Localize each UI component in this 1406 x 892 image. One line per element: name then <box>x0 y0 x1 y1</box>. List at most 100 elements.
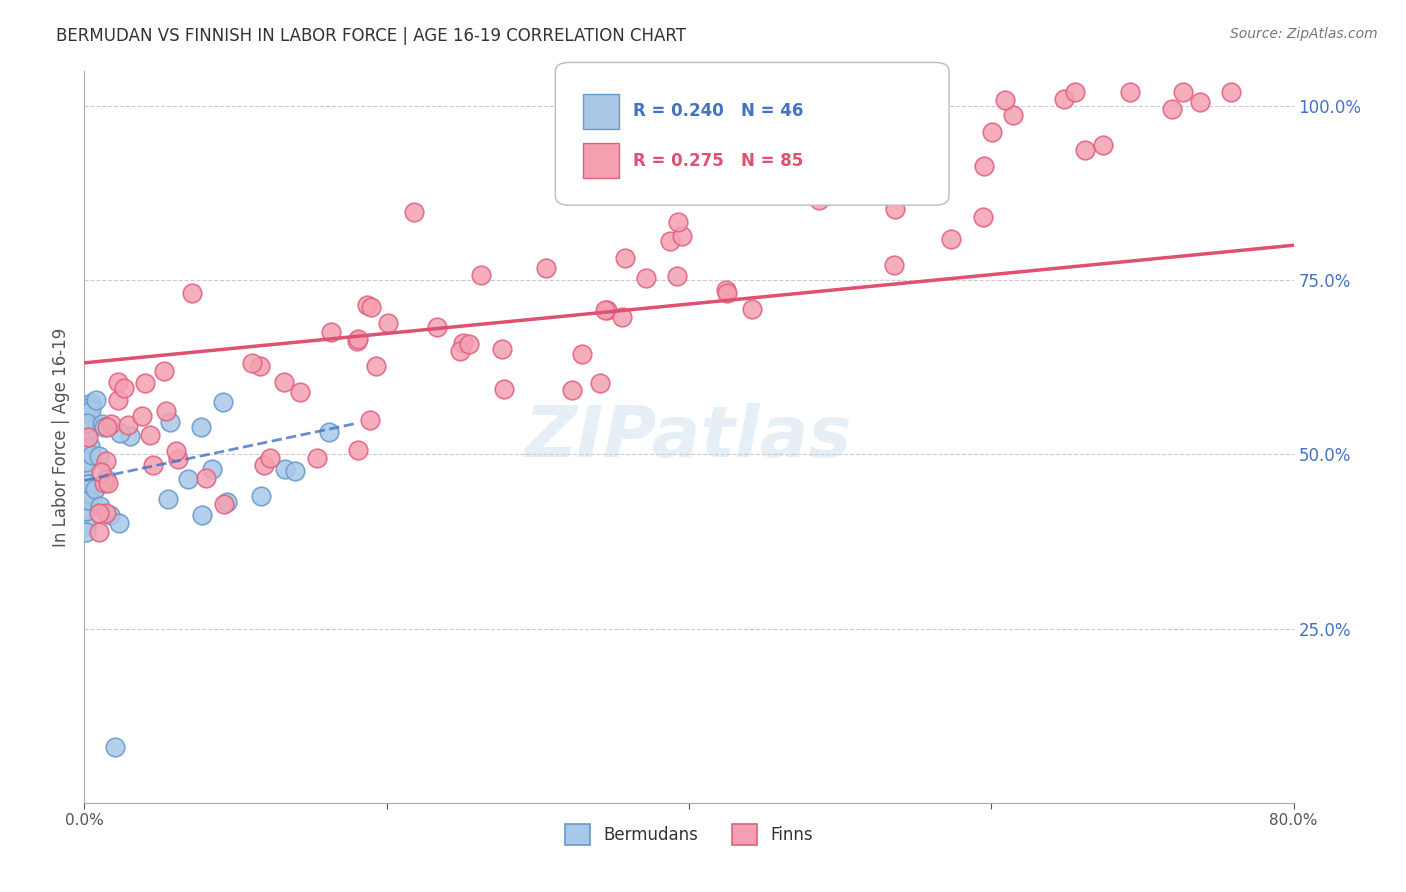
Finns <box>494 382 516 396</box>
Finns <box>1188 95 1211 109</box>
Bermudans <box>190 420 212 434</box>
Bermudans <box>274 461 297 475</box>
Bermudans <box>76 493 98 508</box>
Legend: Bermudans, Finns: Bermudans, Finns <box>557 816 821 853</box>
Bermudans <box>217 495 239 509</box>
Finns <box>883 258 905 272</box>
Finns <box>377 316 399 330</box>
Finns <box>89 506 111 520</box>
Finns <box>981 125 1004 139</box>
Bermudans <box>93 420 115 434</box>
Finns <box>659 235 682 249</box>
Finns <box>273 375 295 389</box>
Finns <box>134 376 156 390</box>
Bermudans <box>76 485 98 500</box>
Text: ZIPatlas: ZIPatlas <box>526 402 852 472</box>
Finns <box>808 194 831 208</box>
Finns <box>458 337 481 351</box>
Finns <box>1092 138 1115 153</box>
Bermudans <box>87 449 110 463</box>
Finns <box>100 417 122 431</box>
Bermudans <box>75 458 97 473</box>
Finns <box>249 359 271 373</box>
Bermudans <box>157 492 180 507</box>
Finns <box>259 450 281 465</box>
Finns <box>596 303 619 318</box>
Finns <box>94 506 117 520</box>
Finns <box>994 93 1017 107</box>
Finns <box>534 260 557 275</box>
Bermudans <box>84 482 107 496</box>
Finns <box>614 251 637 265</box>
Finns <box>165 443 187 458</box>
Finns <box>117 418 139 433</box>
Finns <box>346 334 368 348</box>
Finns <box>131 409 153 423</box>
Bermudans <box>73 406 96 420</box>
Finns <box>346 332 368 346</box>
Finns <box>741 301 763 316</box>
Bermudans <box>77 423 100 437</box>
Finns <box>107 375 129 389</box>
Finns <box>491 343 513 357</box>
Finns <box>657 178 679 193</box>
Finns <box>1219 85 1241 99</box>
Finns <box>610 310 633 325</box>
Finns <box>240 356 263 370</box>
Finns <box>716 286 738 301</box>
Bermudans <box>80 396 103 410</box>
Finns <box>470 268 492 283</box>
Finns <box>166 451 188 466</box>
Finns <box>142 458 165 472</box>
Finns <box>939 232 962 246</box>
Finns <box>402 204 425 219</box>
Finns <box>451 336 474 351</box>
Bermudans <box>107 516 129 531</box>
Finns <box>153 364 176 378</box>
Text: BERMUDAN VS FINNISH IN LABOR FORCE | AGE 16-19 CORRELATION CHART: BERMUDAN VS FINNISH IN LABOR FORCE | AGE… <box>56 27 686 45</box>
Finns <box>97 475 120 490</box>
Finns <box>305 450 328 465</box>
Y-axis label: In Labor Force | Age 16-19: In Labor Force | Age 16-19 <box>52 327 70 547</box>
Finns <box>288 384 311 399</box>
Finns <box>93 475 115 490</box>
Finns <box>138 428 160 442</box>
Finns <box>107 392 129 407</box>
Bermudans <box>212 395 235 409</box>
Bermudans <box>249 489 271 503</box>
Text: R = 0.275   N = 85: R = 0.275 N = 85 <box>633 152 803 169</box>
Finns <box>360 300 382 314</box>
Finns <box>253 458 276 472</box>
Finns <box>589 376 612 391</box>
Finns <box>561 383 583 397</box>
Finns <box>426 319 449 334</box>
Bermudans <box>104 740 127 755</box>
Finns <box>194 471 217 485</box>
Bermudans <box>80 448 103 462</box>
Text: Source: ZipAtlas.com: Source: ZipAtlas.com <box>1230 27 1378 41</box>
Finns <box>96 454 118 468</box>
Bermudans <box>73 505 96 519</box>
Bermudans <box>91 417 114 431</box>
Finns <box>665 268 688 283</box>
Bermudans <box>75 455 97 469</box>
Bermudans <box>75 524 97 539</box>
Finns <box>356 298 378 312</box>
Finns <box>636 270 658 285</box>
Finns <box>714 283 737 297</box>
Finns <box>214 497 236 511</box>
Finns <box>449 344 471 359</box>
Bermudans <box>79 439 101 453</box>
Bermudans <box>200 462 222 476</box>
Finns <box>90 465 112 479</box>
Finns <box>1119 85 1142 99</box>
Finns <box>180 285 202 300</box>
Bermudans <box>191 508 214 522</box>
Finns <box>912 145 935 160</box>
Bermudans <box>110 425 132 440</box>
Finns <box>364 359 387 374</box>
Finns <box>571 347 593 361</box>
Bermudans <box>79 400 101 414</box>
Finns <box>593 303 616 318</box>
Bermudans <box>318 425 340 439</box>
